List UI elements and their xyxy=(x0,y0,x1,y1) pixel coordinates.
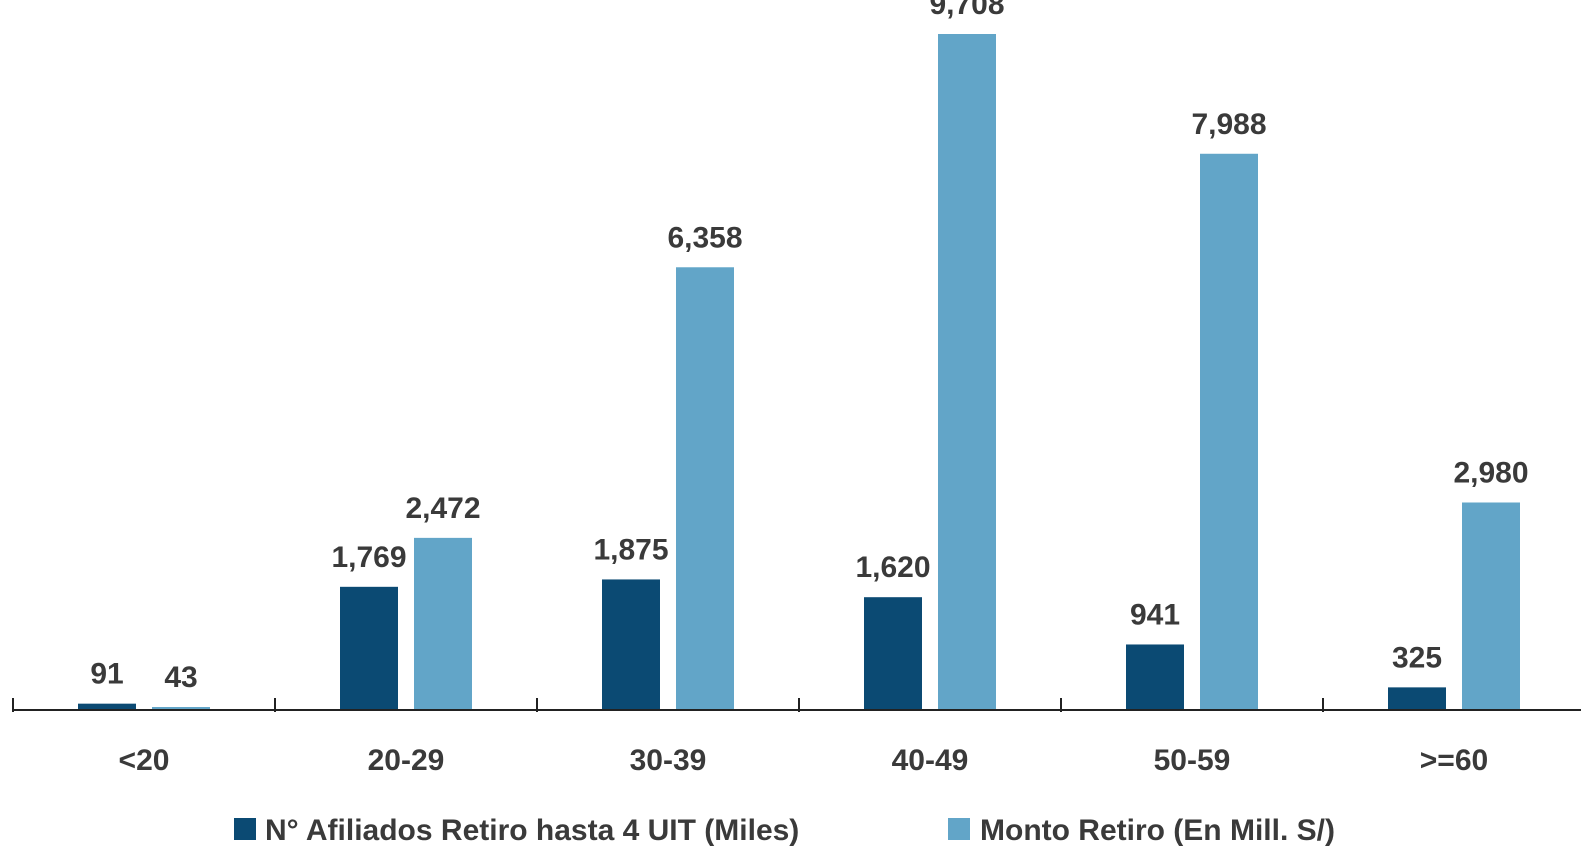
legend-label-monto: Monto Retiro (En Mill. S/) xyxy=(980,814,1335,847)
bar-afiliados-4 xyxy=(1126,644,1184,710)
bar-afiliados-3 xyxy=(864,597,922,710)
data-label-afiliados-0: 91 xyxy=(90,658,123,691)
data-label-afiliados-3: 1,620 xyxy=(855,551,930,584)
x-tick-label-0: <20 xyxy=(119,744,170,777)
bar-afiliados-0 xyxy=(78,703,136,710)
x-axis: <20 20-29 30-39 40-49 50-59 >=60 xyxy=(12,698,1581,777)
bar-monto-4 xyxy=(1200,153,1258,710)
x-tick-label-2: 30-39 xyxy=(630,744,707,777)
data-label-monto-0: 43 xyxy=(164,661,197,694)
bar-afiliados-2 xyxy=(602,579,660,710)
legend-label-afiliados: N° Afiliados Retiro hasta 4 UIT (Miles) xyxy=(265,814,799,847)
bar-monto-2 xyxy=(676,267,734,710)
bar-afiliados-5 xyxy=(1388,687,1446,710)
data-label-monto-2: 6,358 xyxy=(667,221,742,254)
x-tick-label-1: 20-29 xyxy=(368,744,445,777)
x-tick-label-3: 40-49 xyxy=(892,744,969,777)
legend-swatch-monto xyxy=(948,818,970,840)
data-label-afiliados-5: 325 xyxy=(1392,641,1442,674)
bar-afiliados-1 xyxy=(340,586,398,710)
data-labels-layer: 91 1,769 1,875 1,620 941 325 43 2,472 6,358 9,708… xyxy=(90,0,1528,694)
x-tick-label-4: 50-59 xyxy=(1154,744,1231,777)
data-label-afiliados-4: 941 xyxy=(1130,598,1180,631)
data-label-afiliados-1: 1,769 xyxy=(331,541,406,574)
bars-layer xyxy=(78,34,1520,710)
data-label-monto-3: 9,708 xyxy=(929,0,1004,21)
bar-monto-3 xyxy=(938,34,996,710)
bar-monto-0 xyxy=(152,707,210,710)
bar-monto-1 xyxy=(414,537,472,710)
x-tick-label-5: >=60 xyxy=(1420,744,1488,777)
bar-monto-5 xyxy=(1462,502,1520,710)
legend-swatch-afiliados xyxy=(234,818,256,840)
data-label-monto-1: 2,472 xyxy=(405,492,480,525)
data-label-monto-5: 2,980 xyxy=(1453,456,1528,489)
data-label-monto-4: 7,988 xyxy=(1191,108,1266,141)
legend: N° Afiliados Retiro hasta 4 UIT (Miles) M… xyxy=(234,814,1335,847)
data-label-afiliados-2: 1,875 xyxy=(593,533,668,566)
